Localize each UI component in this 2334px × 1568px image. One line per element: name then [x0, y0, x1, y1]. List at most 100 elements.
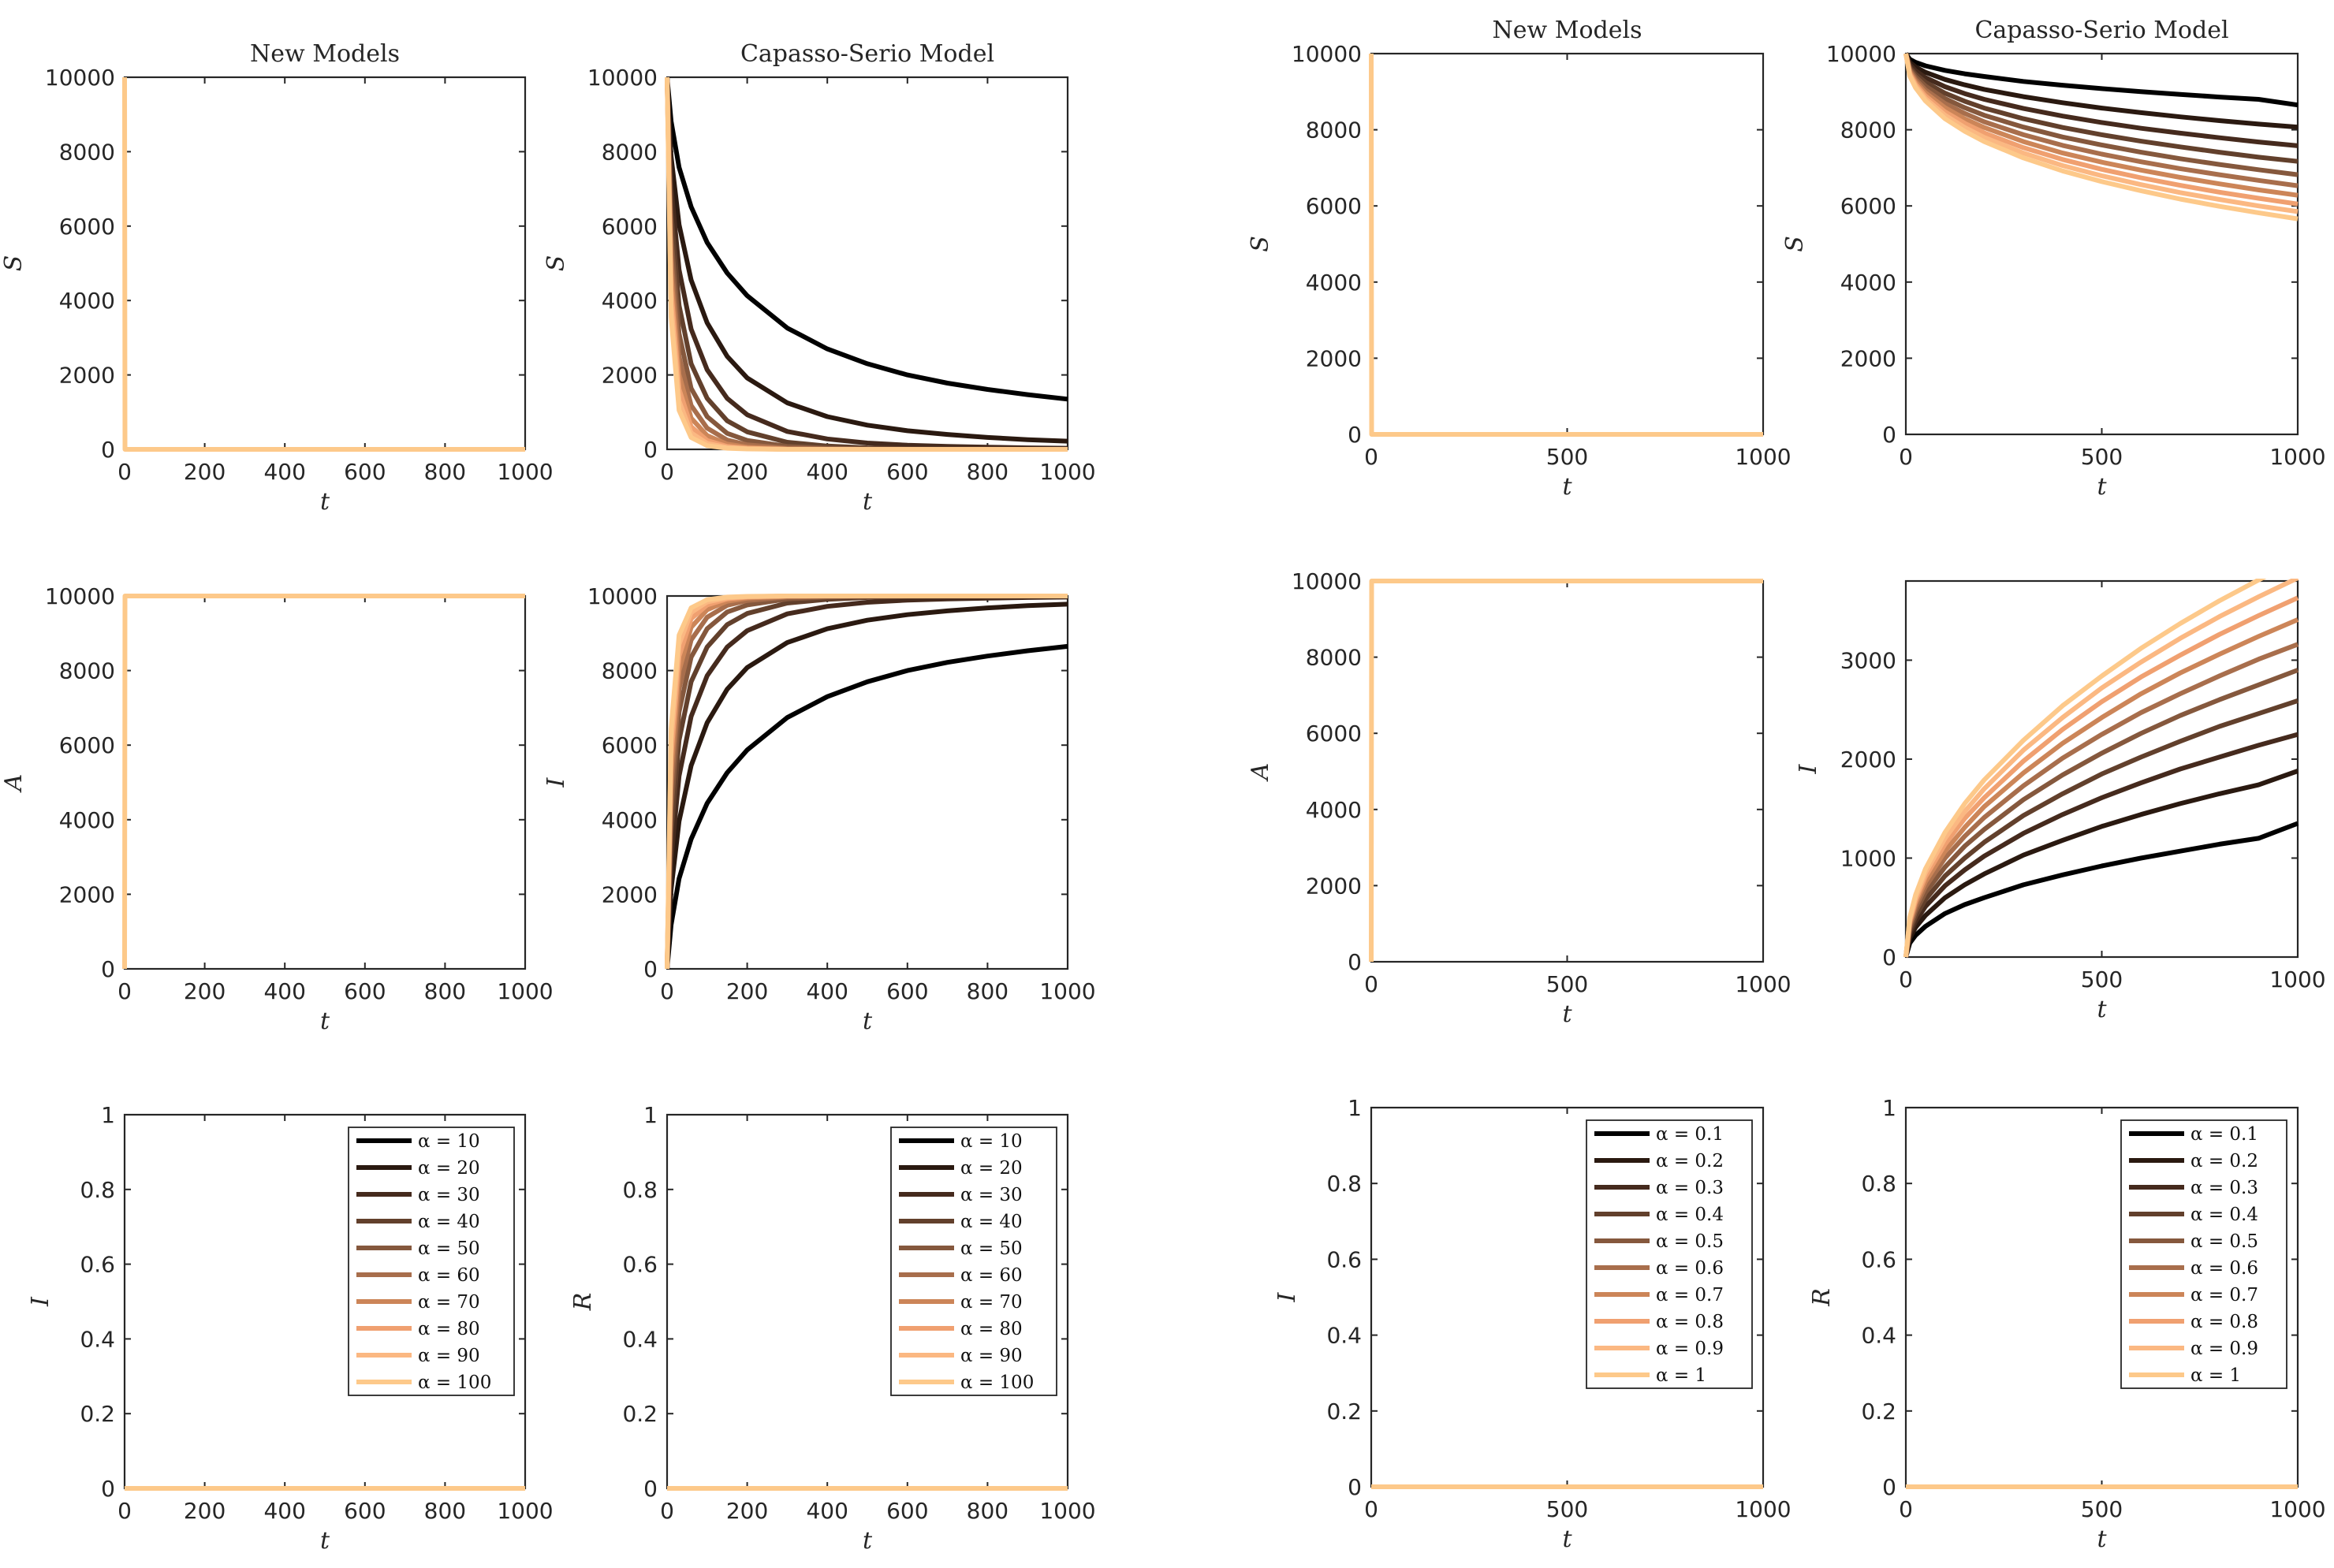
y-axis-label: I: [1273, 1291, 1301, 1302]
x-tick-label: 0: [1364, 444, 1378, 470]
x-tick-label: 800: [424, 978, 466, 1004]
x-tick-label: 200: [726, 459, 768, 485]
legend-entry: α = 0.5: [1656, 1231, 1724, 1252]
x-tick-label: 600: [344, 978, 386, 1004]
legend: α = 0.1 α = 0.2 α = 0.3 α = 0.4 α = 0.5 α = 0…: [1586, 1119, 1753, 1389]
legend-entry: α = 0.8: [1656, 1312, 1724, 1332]
x-tick-label: 800: [967, 978, 1009, 1004]
x-tick-label: 0: [117, 978, 132, 1004]
series-line: [665, 76, 1068, 402]
series-line: [1903, 52, 2299, 130]
y-tick-label: 0.2: [1326, 1399, 1362, 1425]
legend-entry: α = 80: [418, 1319, 480, 1339]
legend-entry: α = 80: [960, 1319, 1023, 1339]
x-axis-label: t: [320, 1527, 330, 1555]
legend-entry: α = 0.9: [1656, 1339, 1724, 1359]
x-tick-label: 0: [117, 459, 132, 485]
plot-p5: 0 200 400 600 800 10000200040006000800010000t…: [0, 583, 554, 1035]
y-tick-label: 0: [1882, 944, 1896, 970]
legend-entry: α = 100: [418, 1372, 491, 1393]
legend-entry: α = 60: [960, 1265, 1023, 1286]
y-tick-label: 10000: [45, 583, 115, 609]
legend-entry: α = 0.6: [1656, 1258, 1724, 1279]
x-tick-label: 1000: [2269, 966, 2325, 993]
y-axis-label: I: [27, 1296, 54, 1307]
x-tick-label: 1000: [2269, 444, 2325, 470]
y-tick-label: 0.8: [622, 1177, 658, 1203]
axes-box: [123, 76, 527, 451]
x-tick-label: 0: [1899, 444, 1913, 470]
y-tick-label: 0.4: [1861, 1323, 1896, 1349]
y-tick-label: 10000: [45, 65, 115, 91]
y-tick-label: 10000: [587, 65, 658, 91]
legend-entry: α = 70: [418, 1292, 480, 1313]
series-line: [1903, 53, 2299, 222]
series-line: [1369, 53, 1763, 437]
y-tick-label: 8000: [59, 139, 115, 165]
x-tick-label: 0: [660, 1498, 674, 1524]
y-axis-label: R: [1808, 1288, 1836, 1307]
x-tick-label: 0: [1899, 966, 1913, 993]
y-axis-label: S: [1247, 236, 1274, 252]
plot-p6: 0 200 400 600 800 10000200040006000800010000t…: [542, 583, 1096, 1035]
y-tick-label: 6000: [59, 214, 115, 240]
legend-entry: α = 0.6: [2190, 1258, 2258, 1279]
y-tick-label: 4000: [59, 807, 115, 833]
x-tick-label: 0: [660, 978, 674, 1004]
y-tick-label: 1: [643, 1102, 658, 1128]
y-tick-label: 8000: [602, 658, 658, 684]
y-tick-label: 10000: [587, 583, 658, 609]
x-axis-label: t: [1562, 1525, 1572, 1553]
x-tick-label: 800: [967, 1498, 1009, 1524]
y-tick-label: 4000: [1306, 270, 1362, 296]
legend-entry: α = 70: [960, 1292, 1023, 1313]
y-axis-label: S: [1781, 236, 1809, 252]
y-tick-label: 4000: [602, 807, 658, 833]
x-tick-label: 400: [806, 459, 848, 485]
y-tick-label: 0: [1348, 422, 1362, 448]
x-tick-label: 0: [660, 459, 674, 485]
legend-entry: α = 0.3: [2190, 1178, 2258, 1198]
x-tick-label: 600: [886, 459, 928, 485]
y-tick-label: 1: [101, 1102, 115, 1128]
y-tick-label: 0.8: [80, 1177, 115, 1203]
legend-entry: α = 60: [418, 1265, 480, 1286]
y-tick-label: 0: [1882, 422, 1896, 448]
x-tick-label: 800: [424, 1498, 466, 1524]
y-tick-label: 4000: [1306, 797, 1362, 823]
x-tick-label: 400: [263, 1498, 305, 1524]
axes-box: [1370, 579, 1765, 963]
legend-entry: α = 40: [418, 1212, 480, 1232]
x-tick-label: 0: [1364, 971, 1378, 997]
series-line: [1903, 52, 2299, 108]
axes-box: [666, 76, 1069, 451]
x-tick-label: 800: [967, 459, 1009, 485]
x-tick-label: 400: [263, 459, 305, 485]
y-tick-label: 1: [1348, 1095, 1362, 1121]
legend-box: [890, 1127, 1057, 1396]
legend-entry: α = 30: [960, 1185, 1023, 1205]
legend-entry: α = 100: [960, 1372, 1034, 1393]
y-tick-label: 4000: [59, 288, 115, 314]
x-axis-label: t: [2097, 473, 2107, 501]
series-line: [665, 76, 1068, 444]
x-tick-label: 0: [1364, 1496, 1378, 1522]
y-axis-label: I: [1795, 763, 1822, 774]
axes-box: [1904, 579, 2299, 959]
x-tick-label: 1000: [497, 459, 553, 485]
legend-entry: α = 90: [960, 1346, 1023, 1366]
series-line: [665, 643, 1068, 970]
x-tick-label: 1000: [497, 978, 553, 1004]
legend-entry: α = 0.1: [2190, 1124, 2258, 1145]
x-axis-label: t: [320, 1007, 330, 1035]
legend-entry: α = 50: [418, 1238, 480, 1259]
legend: α = 10 α = 20 α = 30 α = 40 α = 50 α = 60 α = …: [890, 1127, 1057, 1396]
y-tick-label: 10000: [1826, 41, 1896, 67]
y-tick-label: 0.2: [80, 1401, 115, 1427]
legend-entry: α = 0.4: [2190, 1205, 2258, 1225]
y-tick-label: 0.6: [1326, 1246, 1362, 1272]
x-tick-label: 200: [726, 1498, 768, 1524]
legend-entry: α = 0.7: [1656, 1285, 1724, 1305]
y-tick-label: 0.6: [80, 1252, 115, 1278]
